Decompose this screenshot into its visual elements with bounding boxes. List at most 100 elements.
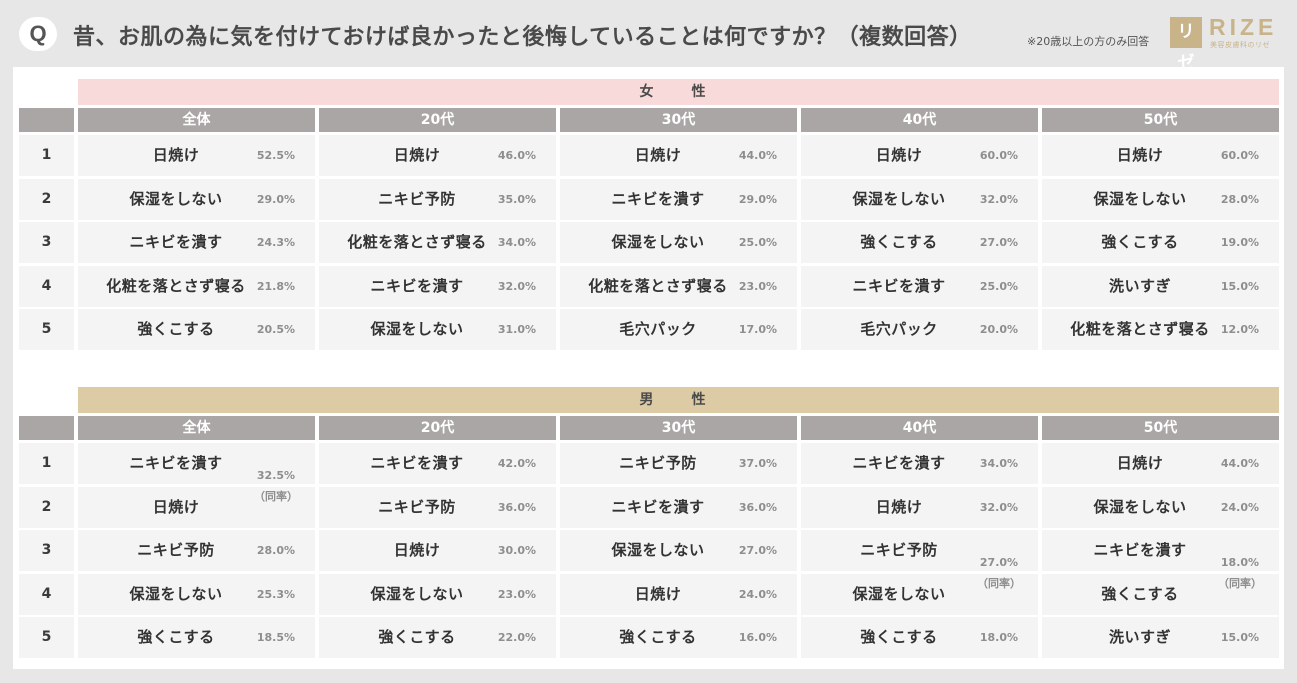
rank-number: 4: [19, 265, 74, 307]
answer-item: 強くこする: [137, 628, 215, 646]
column-header: 20代: [319, 416, 556, 440]
rank-number: 1: [19, 443, 74, 484]
answer-item: 保湿をしない: [852, 584, 946, 603]
rank-number: 5: [19, 617, 74, 658]
table-cell: 化粧を落とさず寝る 12.0%: [1042, 309, 1279, 350]
answer-percentage: 25.3%: [256, 587, 295, 601]
answer-percentage: 44.0%: [1220, 457, 1259, 470]
table-cell: 日焼け 52.5%: [78, 135, 315, 176]
tie-note: （同率）: [254, 490, 298, 503]
table-cell: 強くこする 18.5%: [78, 617, 315, 658]
answer-percentage: 20.5%: [256, 323, 295, 336]
table-cell: 強くこする 20.5%: [78, 309, 315, 350]
answer-percentage: 34.0%: [497, 236, 536, 249]
table-cell: ニキビを潰す 32.0%: [319, 265, 556, 307]
question-title: 昔、お肌の為に気を付けておけば良かったと後悔していることは何ですか？（複数回答）: [73, 25, 972, 50]
column-header: 30代: [560, 108, 797, 132]
logo-mark: リゼ: [1170, 17, 1202, 73]
answer-percentage: 32.0%: [497, 279, 536, 293]
answer-item: ニキビを潰す: [611, 189, 705, 208]
table-cell: ニキビを潰す 25.0%: [801, 265, 1038, 307]
answer-item: 強くこする: [860, 233, 938, 251]
answer-item: ニキビ予防: [860, 541, 938, 559]
table-cell: ニキビを潰す: [1042, 530, 1279, 571]
answer-item: 強くこする: [1101, 584, 1179, 603]
answer-item: 保湿をしない: [370, 320, 464, 338]
answer-percentage: 27.0%: [979, 236, 1018, 249]
answer-item: 洗いすぎ: [1108, 276, 1171, 295]
tie-percentage: 32.5%: [256, 469, 296, 482]
table-cell: 化粧を落とさず寝る 34.0%: [319, 222, 556, 263]
answer-item: 化粧を落とさず寝る: [588, 276, 728, 295]
answer-item: 日焼け: [393, 146, 441, 164]
respondent-note: ※20歳以上の方のみ回答: [1027, 35, 1150, 48]
answer-item: 強くこする: [860, 628, 938, 646]
answer-item: ニキビ予防: [378, 497, 456, 516]
answer-percentage: 35.0%: [497, 192, 536, 206]
table-cell: 強くこする 16.0%: [560, 617, 797, 658]
answer-item: 日焼け: [875, 146, 923, 164]
tie-note: （同率）: [1218, 577, 1262, 590]
female-band-label: 女 性: [78, 79, 1279, 105]
table-cell: ニキビを潰す 29.0%: [560, 178, 797, 220]
answer-percentage: 36.0%: [738, 500, 777, 514]
table-cell: 保湿をしない: [801, 573, 1038, 615]
table-cell: 強くこする 18.0%: [801, 617, 1038, 658]
answer-percentage: 20.0%: [979, 323, 1018, 336]
answer-item: ニキビを潰す: [370, 276, 464, 295]
table-cell: 洗いすぎ 15.0%: [1042, 617, 1279, 658]
answer-item: 強くこする: [137, 320, 215, 338]
answer-item: 毛穴パック: [619, 320, 697, 338]
table-cell: ニキビを潰す 36.0%: [560, 486, 797, 528]
answer-percentage: 24.0%: [1220, 500, 1259, 514]
answer-item: ニキビを潰す: [611, 497, 705, 516]
answer-percentage: 18.5%: [256, 631, 295, 644]
answer-item: ニキビを潰す: [370, 454, 464, 472]
table-cell: ニキビを潰す: [78, 443, 315, 484]
rank-number: 4: [19, 573, 74, 615]
logo-subtitle: 美容皮膚科のリゼ: [1210, 41, 1270, 49]
answer-percentage: 15.0%: [1220, 279, 1259, 293]
answer-item: 保湿をしない: [1093, 189, 1187, 208]
table-cell: 毛穴パック 20.0%: [801, 309, 1038, 350]
table-cell: 日焼け 32.0%: [801, 486, 1038, 528]
answer-item: 強くこする: [619, 628, 697, 646]
table-cell: 日焼け 44.0%: [1042, 443, 1279, 484]
table-cell: 日焼け 24.0%: [560, 573, 797, 615]
answer-percentage: 23.0%: [738, 279, 777, 293]
answer-item: ニキビを潰す: [852, 454, 946, 472]
table-cell: 洗いすぎ 15.0%: [1042, 265, 1279, 307]
answer-percentage: 29.0%: [256, 192, 295, 206]
answer-percentage: 17.0%: [738, 323, 777, 336]
table-cell: 毛穴パック 17.0%: [560, 309, 797, 350]
answer-percentage: 23.0%: [497, 587, 536, 601]
logo-text: RIZE: [1209, 14, 1278, 40]
table-cell: 日焼け 60.0%: [1042, 135, 1279, 176]
column-header: 全体: [78, 416, 315, 440]
table-cell: ニキビ予防: [801, 530, 1038, 571]
answer-percentage: 24.3%: [256, 236, 295, 249]
answer-percentage: 28.0%: [256, 544, 295, 557]
question-badge: Q: [19, 17, 57, 51]
male-band-label: 男 性: [78, 387, 1279, 413]
answer-item: 洗いすぎ: [1108, 628, 1171, 646]
answer-percentage: 27.0%: [738, 544, 777, 557]
rank-number: 2: [19, 486, 74, 528]
tie-percentage: 18.0%: [1220, 556, 1260, 569]
answer-item: 保湿をしない: [1093, 497, 1187, 516]
table-cell: 強くこする 27.0%: [801, 222, 1038, 263]
answer-item: ニキビを潰す: [129, 454, 223, 472]
table-cell: 強くこする 22.0%: [319, 617, 556, 658]
answer-item: 保湿をしない: [370, 584, 464, 603]
rank-column-header: [19, 108, 74, 132]
table-cell: 保湿をしない 27.0%: [560, 530, 797, 571]
answer-item: ニキビを潰す: [1093, 541, 1187, 559]
answer-percentage: 21.8%: [256, 279, 295, 293]
column-header: 20代: [319, 108, 556, 132]
table-cell: ニキビ予防 28.0%: [78, 530, 315, 571]
answer-item: 化粧を落とさず寝る: [1070, 320, 1210, 338]
answer-item: 日焼け: [1116, 146, 1164, 164]
table-cell: ニキビを潰す 24.3%: [78, 222, 315, 263]
answer-item: 化粧を落とさず寝る: [106, 276, 246, 295]
rank-number: 3: [19, 222, 74, 263]
